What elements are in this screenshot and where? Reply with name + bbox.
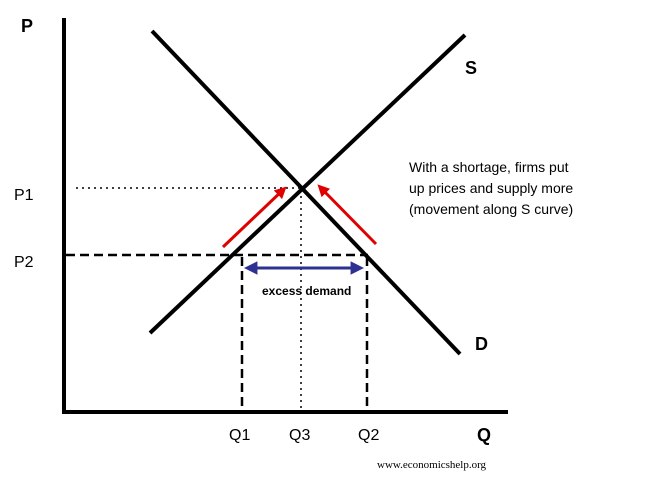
watermark: www.economicshelp.org — [377, 459, 487, 471]
supply-movement-arrow — [221, 186, 287, 249]
excess-demand-label: excess demand — [262, 284, 351, 298]
p1-label: P1 — [14, 187, 34, 204]
q1-label: Q1 — [229, 427, 250, 444]
demand-movement-arrow — [317, 184, 378, 246]
q2-label: Q2 — [358, 427, 379, 444]
annotation-line-3: (movement along S curve) — [409, 201, 573, 217]
p2-label: P2 — [14, 254, 34, 271]
demand-curve — [150, 29, 462, 356]
x-axis-label: Q — [477, 425, 491, 445]
y-axis-label: P — [21, 16, 33, 36]
supply-curve-label: S — [465, 58, 477, 78]
demand-curve-label: D — [475, 334, 488, 354]
q3-label: Q3 — [289, 427, 310, 444]
annotation-line-2: up prices and supply more — [409, 180, 573, 196]
supply-curve — [148, 33, 467, 335]
annotation-line-1: With a shortage, firms put — [409, 159, 569, 175]
